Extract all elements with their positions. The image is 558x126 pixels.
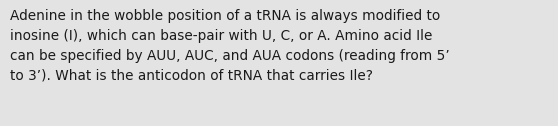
Text: Adenine in the wobble position of a tRNA is always modified to
inosine (I), whic: Adenine in the wobble position of a tRNA…: [10, 9, 450, 83]
